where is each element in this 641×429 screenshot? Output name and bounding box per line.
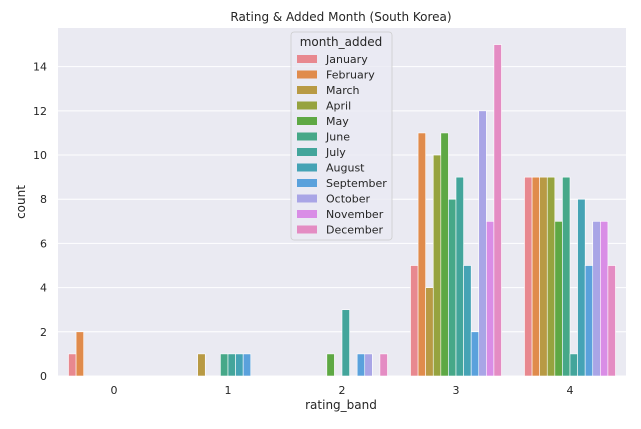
y-tick-label: 4 bbox=[40, 282, 47, 295]
legend-label: January bbox=[325, 53, 368, 66]
legend-label: September bbox=[326, 177, 387, 190]
legend-swatch-september bbox=[297, 179, 317, 187]
bar-october-3 bbox=[478, 110, 487, 377]
bar-august-4 bbox=[577, 198, 586, 377]
legend-label: March bbox=[326, 84, 360, 97]
legend-label: October bbox=[326, 193, 370, 206]
bars-layer bbox=[68, 44, 616, 377]
bar-april-4 bbox=[546, 176, 556, 377]
legend-label: June bbox=[325, 131, 350, 144]
bar-march-3 bbox=[425, 287, 434, 377]
legend-swatch-august bbox=[297, 163, 317, 172]
legend-items: January February March April May June July Augu… bbox=[297, 53, 387, 237]
legend-swatch-october bbox=[297, 194, 317, 203]
bar-august-3 bbox=[463, 265, 472, 377]
y-tick-label: 10 bbox=[33, 149, 47, 162]
bar-november-3 bbox=[486, 221, 495, 377]
bar-february-0 bbox=[75, 331, 84, 377]
legend-label: May bbox=[326, 115, 349, 128]
bar-july-3 bbox=[455, 176, 464, 377]
x-tick-label: 0 bbox=[111, 384, 118, 397]
legend: month_added January February March April May… bbox=[290, 31, 393, 241]
bar-september-4 bbox=[584, 265, 594, 377]
bar-october-4 bbox=[592, 221, 601, 377]
bar-august-1 bbox=[235, 353, 244, 377]
legend-label: December bbox=[326, 224, 384, 237]
bar-june-1 bbox=[220, 353, 229, 377]
legend-label: April bbox=[326, 100, 351, 113]
bar-december-4 bbox=[607, 265, 616, 377]
legend-swatch-may bbox=[297, 117, 317, 125]
bar-february-3 bbox=[417, 132, 426, 377]
legend-swatch-november bbox=[297, 210, 317, 218]
legend-label: November bbox=[326, 208, 384, 221]
bar-january-4 bbox=[524, 176, 533, 377]
x-axis-label: rating_band bbox=[305, 398, 377, 412]
bar-february-4 bbox=[531, 176, 540, 377]
bar-december-2 bbox=[379, 353, 388, 377]
bar-may-3 bbox=[440, 132, 449, 377]
x-tick-label: 4 bbox=[567, 384, 574, 397]
x-axis-ticks: 0 1 2 3 4 bbox=[111, 384, 574, 397]
bar-january-0 bbox=[68, 353, 77, 377]
y-axis-ticks: 0 2 4 6 8 10 12 14 bbox=[33, 61, 47, 383]
bar-may-4 bbox=[554, 221, 563, 377]
y-tick-label: 14 bbox=[33, 61, 47, 74]
legend-label: February bbox=[326, 69, 375, 82]
x-tick-label: 1 bbox=[225, 384, 232, 397]
bar-september-1 bbox=[242, 353, 252, 377]
y-tick-label: 0 bbox=[40, 370, 47, 383]
bar-july-4 bbox=[569, 353, 578, 377]
legend-label: August bbox=[326, 162, 365, 175]
bar-september-3 bbox=[470, 331, 480, 377]
legend-swatch-june bbox=[297, 132, 317, 141]
bar-december-3 bbox=[493, 44, 502, 377]
y-tick-label: 8 bbox=[40, 193, 47, 206]
bar-september-2 bbox=[356, 353, 366, 377]
legend-box bbox=[290, 31, 393, 241]
y-tick-label: 6 bbox=[40, 237, 47, 250]
bar-july-2 bbox=[341, 309, 350, 377]
legend-label: July bbox=[325, 146, 346, 159]
legend-swatch-july bbox=[297, 148, 317, 156]
legend-swatch-april bbox=[297, 101, 317, 110]
x-tick-label: 2 bbox=[339, 384, 346, 397]
bar-november-4 bbox=[600, 221, 609, 377]
y-axis-label: count bbox=[14, 185, 28, 219]
y-tick-label: 2 bbox=[40, 326, 47, 339]
bar-june-4 bbox=[562, 176, 571, 377]
bar-march-4 bbox=[539, 176, 548, 377]
legend-swatch-march bbox=[297, 86, 317, 94]
y-tick-label: 12 bbox=[33, 105, 47, 118]
bar-june-3 bbox=[448, 198, 457, 377]
legend-swatch-february bbox=[297, 70, 317, 79]
x-tick-label: 3 bbox=[453, 384, 460, 397]
legend-swatch-december bbox=[297, 225, 317, 234]
bar-march-1 bbox=[197, 353, 206, 377]
legend-title: month_added bbox=[300, 35, 383, 49]
legend-swatch-january bbox=[297, 55, 317, 63]
bar-october-2 bbox=[364, 353, 373, 377]
bar-january-3 bbox=[410, 265, 419, 377]
chart-title: Rating & Added Month (South Korea) bbox=[230, 10, 451, 24]
bar-april-3 bbox=[432, 154, 442, 377]
bar-may-2 bbox=[326, 353, 335, 377]
bar-july-1 bbox=[227, 353, 236, 377]
